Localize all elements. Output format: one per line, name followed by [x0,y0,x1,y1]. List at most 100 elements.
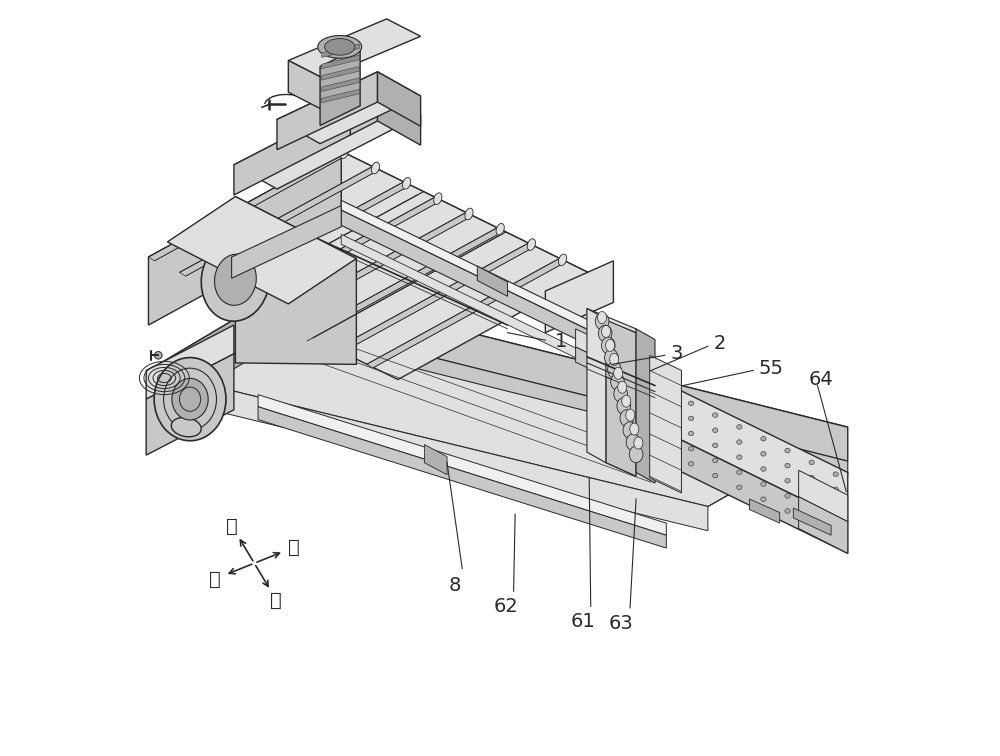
Ellipse shape [629,446,643,463]
Polygon shape [148,151,591,380]
Ellipse shape [664,450,670,454]
Polygon shape [146,325,234,399]
Polygon shape [650,355,681,493]
Ellipse shape [785,494,790,498]
Polygon shape [211,182,410,292]
Ellipse shape [325,39,355,55]
Ellipse shape [737,455,742,460]
Ellipse shape [761,482,766,486]
Polygon shape [304,228,503,337]
Polygon shape [341,151,591,342]
Ellipse shape [688,416,694,420]
Ellipse shape [664,435,670,439]
Polygon shape [378,91,421,145]
Ellipse shape [340,147,348,159]
Polygon shape [242,197,441,307]
Ellipse shape [623,422,637,438]
Polygon shape [336,243,534,352]
Ellipse shape [809,460,814,465]
Polygon shape [799,497,848,553]
Ellipse shape [833,517,838,522]
Ellipse shape [833,472,838,476]
Polygon shape [148,151,347,261]
Ellipse shape [688,431,694,435]
Ellipse shape [713,458,718,463]
Ellipse shape [688,446,694,451]
Ellipse shape [785,479,790,483]
Polygon shape [258,407,666,548]
Ellipse shape [833,532,838,537]
Ellipse shape [833,487,838,491]
Ellipse shape [598,311,607,324]
Ellipse shape [614,386,627,402]
Text: 64: 64 [808,370,833,389]
Polygon shape [341,200,610,340]
Polygon shape [576,329,612,364]
Ellipse shape [617,398,631,414]
Polygon shape [606,319,636,476]
Ellipse shape [713,428,718,432]
Polygon shape [148,370,708,531]
Text: 63: 63 [609,614,633,633]
Ellipse shape [761,451,766,456]
Ellipse shape [154,358,226,441]
Ellipse shape [318,36,362,58]
Ellipse shape [465,208,473,220]
Polygon shape [148,151,341,325]
Ellipse shape [809,521,814,525]
Polygon shape [799,470,848,522]
Polygon shape [277,72,378,150]
Text: 3: 3 [670,344,682,364]
Ellipse shape [737,425,742,429]
Ellipse shape [737,470,742,475]
Polygon shape [148,321,288,420]
Polygon shape [655,427,848,553]
Ellipse shape [164,368,216,430]
Ellipse shape [614,367,623,380]
Ellipse shape [434,193,442,204]
Ellipse shape [713,413,718,417]
Ellipse shape [201,238,270,321]
Polygon shape [146,354,234,455]
Polygon shape [288,321,848,476]
Ellipse shape [527,239,535,250]
Polygon shape [793,508,831,535]
Ellipse shape [761,497,766,501]
Ellipse shape [664,404,670,409]
Polygon shape [322,44,359,57]
Polygon shape [148,287,848,507]
Polygon shape [322,67,359,80]
Ellipse shape [496,224,504,235]
Polygon shape [322,55,359,69]
Ellipse shape [630,423,639,435]
Text: 62: 62 [494,597,518,616]
Ellipse shape [664,389,670,394]
Polygon shape [378,72,421,126]
Ellipse shape [598,325,612,342]
Ellipse shape [737,485,742,490]
Text: 55: 55 [759,359,784,379]
Polygon shape [232,206,341,278]
Text: 左: 左 [209,569,220,589]
Polygon shape [341,234,610,374]
Ellipse shape [688,461,694,466]
Polygon shape [367,259,566,368]
Ellipse shape [688,401,694,405]
Polygon shape [288,19,421,78]
Polygon shape [148,287,288,404]
Ellipse shape [601,337,615,354]
Polygon shape [576,347,612,380]
Ellipse shape [610,353,619,365]
Ellipse shape [626,434,640,451]
Polygon shape [636,329,655,483]
Ellipse shape [833,502,838,507]
Ellipse shape [618,381,627,393]
Ellipse shape [171,417,201,437]
Ellipse shape [606,339,615,352]
Ellipse shape [403,178,411,189]
Ellipse shape [605,349,618,366]
Ellipse shape [809,491,814,495]
Ellipse shape [595,313,609,330]
Polygon shape [545,261,613,333]
Ellipse shape [622,395,631,407]
